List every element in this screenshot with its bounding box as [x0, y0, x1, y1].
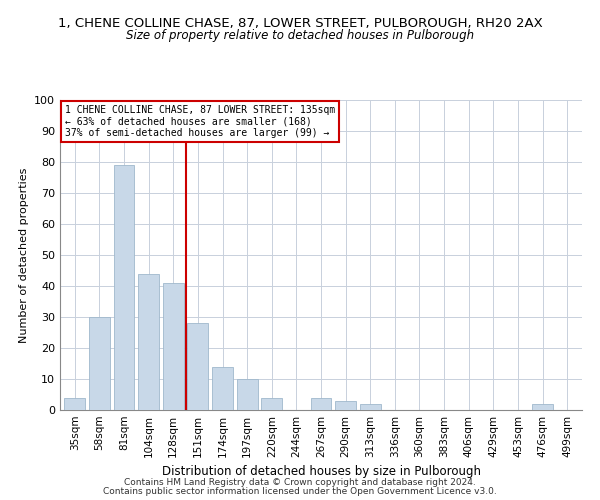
- Bar: [236, 379, 257, 410]
- Bar: [360, 404, 381, 410]
- Bar: [187, 323, 208, 410]
- X-axis label: Distribution of detached houses by size in Pulborough: Distribution of detached houses by size …: [161, 466, 481, 478]
- Bar: [138, 274, 159, 410]
- Bar: [64, 398, 85, 410]
- Bar: [532, 404, 553, 410]
- Bar: [261, 398, 282, 410]
- Bar: [311, 398, 331, 410]
- Text: Size of property relative to detached houses in Pulborough: Size of property relative to detached ho…: [126, 29, 474, 42]
- Text: 1 CHENE COLLINE CHASE, 87 LOWER STREET: 135sqm
← 63% of detached houses are smal: 1 CHENE COLLINE CHASE, 87 LOWER STREET: …: [65, 104, 335, 138]
- Text: 1, CHENE COLLINE CHASE, 87, LOWER STREET, PULBOROUGH, RH20 2AX: 1, CHENE COLLINE CHASE, 87, LOWER STREET…: [58, 18, 542, 30]
- Bar: [89, 317, 110, 410]
- Bar: [113, 165, 134, 410]
- Text: Contains HM Land Registry data © Crown copyright and database right 2024.: Contains HM Land Registry data © Crown c…: [124, 478, 476, 487]
- Bar: [163, 283, 184, 410]
- Y-axis label: Number of detached properties: Number of detached properties: [19, 168, 29, 342]
- Bar: [335, 400, 356, 410]
- Text: Contains public sector information licensed under the Open Government Licence v3: Contains public sector information licen…: [103, 487, 497, 496]
- Bar: [212, 366, 233, 410]
